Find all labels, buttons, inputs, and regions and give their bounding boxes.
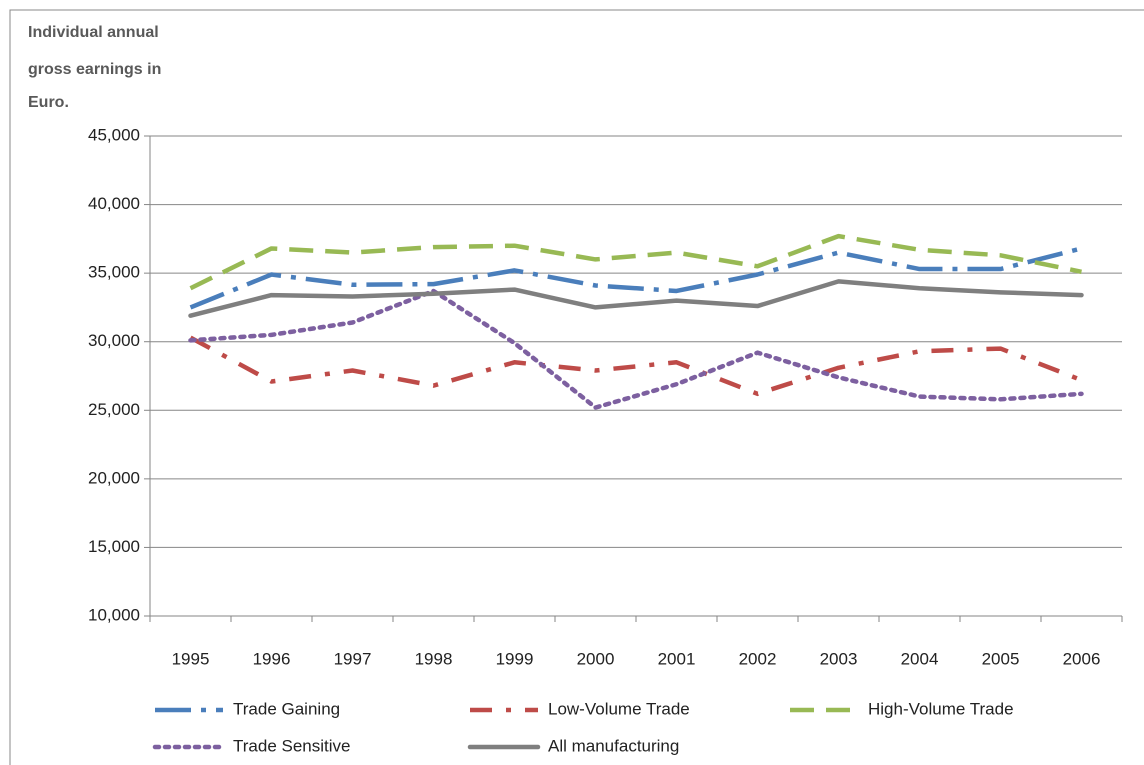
series-line bbox=[189, 233, 1082, 291]
x-tick-label: 2002 bbox=[739, 649, 777, 668]
x-tick-label: 2001 bbox=[658, 649, 696, 668]
y-tick-label: 40,000 bbox=[88, 194, 140, 213]
series-line bbox=[188, 288, 1084, 410]
x-tick-label: 1995 bbox=[172, 649, 210, 668]
y-tick-label: 20,000 bbox=[88, 468, 140, 487]
x-tick-label: 2006 bbox=[1063, 649, 1101, 668]
x-tick-label: 1998 bbox=[415, 649, 453, 668]
x-tick-label: 2004 bbox=[901, 649, 939, 668]
series-line bbox=[189, 246, 1083, 310]
y-tick-label: 30,000 bbox=[88, 331, 140, 350]
legend-label: High-Volume Trade bbox=[868, 699, 1014, 718]
x-tick-label: 2000 bbox=[577, 649, 615, 668]
y-tick-label: 15,000 bbox=[88, 537, 140, 556]
x-tick-label: 1999 bbox=[496, 649, 534, 668]
x-tick-label: 2003 bbox=[820, 649, 858, 668]
y-axis-title: Individual annual bbox=[28, 24, 159, 41]
y-tick-label: 10,000 bbox=[88, 605, 140, 624]
series-line bbox=[188, 279, 1084, 318]
series-line bbox=[189, 335, 1083, 397]
y-axis-title: gross earnings in bbox=[28, 61, 161, 78]
x-tick-label: 1996 bbox=[253, 649, 291, 668]
legend-label: All manufacturing bbox=[548, 736, 679, 755]
y-tick-label: 45,000 bbox=[88, 125, 140, 144]
legend-label: Low-Volume Trade bbox=[548, 699, 690, 718]
x-tick-label: 2005 bbox=[982, 649, 1020, 668]
legend-label: Trade Sensitive bbox=[233, 736, 350, 755]
y-axis-title: Euro. bbox=[28, 94, 69, 111]
legend-label: Trade Gaining bbox=[233, 699, 340, 718]
y-tick-label: 35,000 bbox=[88, 263, 140, 282]
y-tick-label: 25,000 bbox=[88, 400, 140, 419]
x-tick-label: 1997 bbox=[334, 649, 372, 668]
